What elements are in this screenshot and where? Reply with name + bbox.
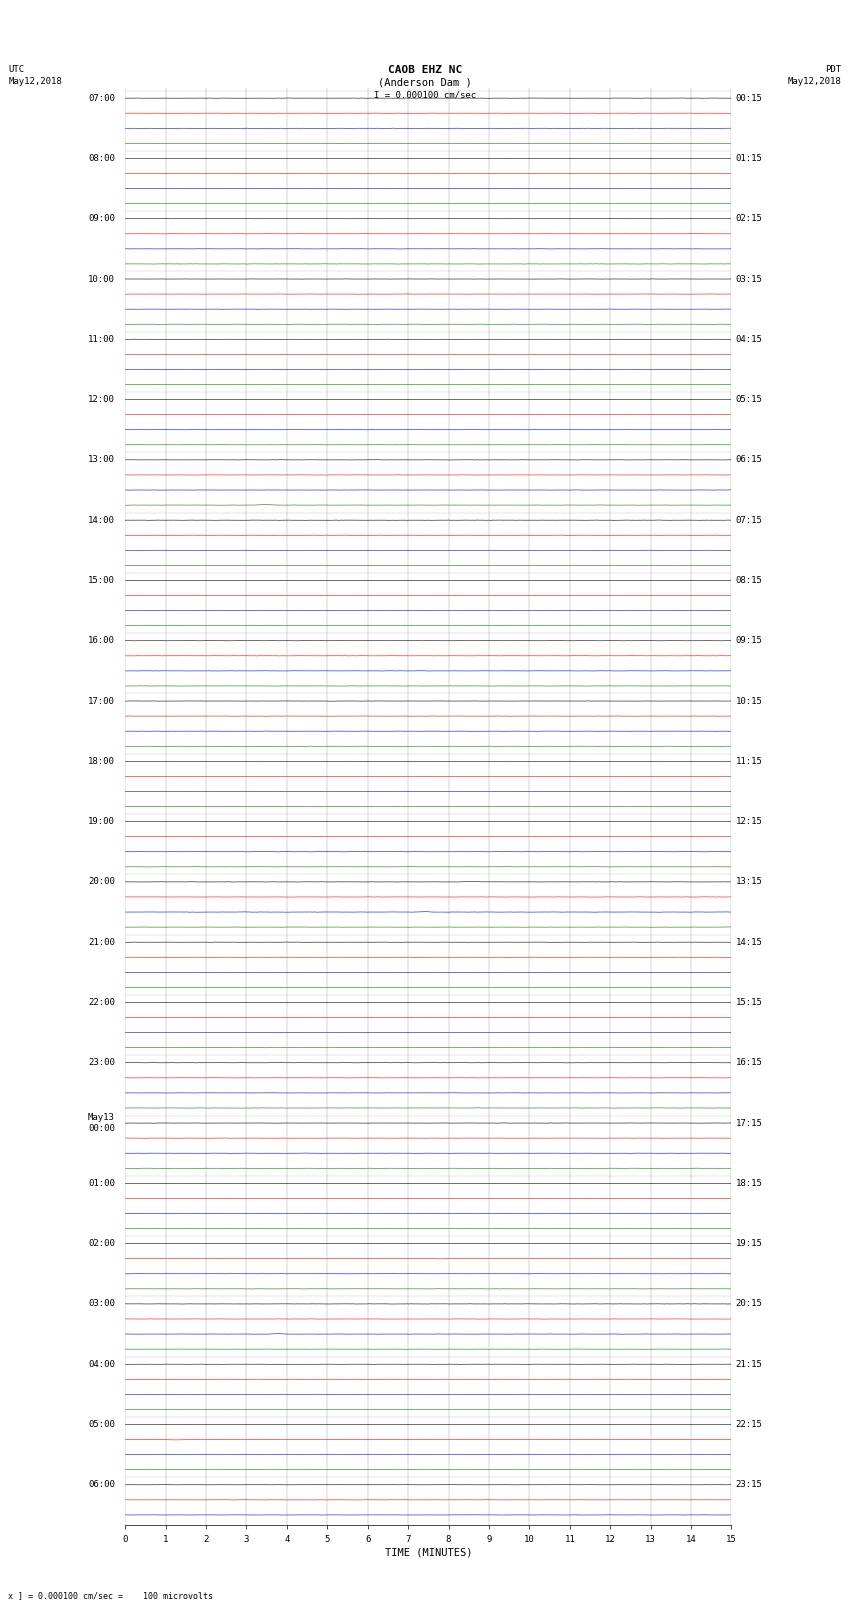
Text: 08:15: 08:15: [735, 576, 762, 586]
Text: 06:15: 06:15: [735, 455, 762, 465]
Text: May13
00:00: May13 00:00: [88, 1113, 115, 1132]
Text: 01:00: 01:00: [88, 1179, 115, 1187]
Text: 13:00: 13:00: [88, 455, 115, 465]
Text: 08:00: 08:00: [88, 153, 115, 163]
Text: 06:00: 06:00: [88, 1481, 115, 1489]
Text: x ] = 0.000100 cm/sec =    100 microvolts: x ] = 0.000100 cm/sec = 100 microvolts: [8, 1590, 213, 1600]
Text: 23:15: 23:15: [735, 1481, 762, 1489]
Text: 02:15: 02:15: [735, 215, 762, 223]
Text: 18:15: 18:15: [735, 1179, 762, 1187]
Text: 17:15: 17:15: [735, 1118, 762, 1127]
Text: 16:00: 16:00: [88, 636, 115, 645]
Text: 11:00: 11:00: [88, 336, 115, 344]
Text: 05:00: 05:00: [88, 1419, 115, 1429]
Text: 21:15: 21:15: [735, 1360, 762, 1369]
Text: 00:15: 00:15: [735, 94, 762, 103]
Text: May12,2018: May12,2018: [788, 77, 842, 87]
Text: 18:00: 18:00: [88, 756, 115, 766]
Text: 07:00: 07:00: [88, 94, 115, 103]
Text: 07:15: 07:15: [735, 516, 762, 524]
Text: 10:00: 10:00: [88, 274, 115, 284]
Text: May12,2018: May12,2018: [8, 77, 62, 87]
Text: 02:00: 02:00: [88, 1239, 115, 1248]
Text: PDT: PDT: [825, 65, 842, 74]
Text: 20:00: 20:00: [88, 877, 115, 887]
Text: 20:15: 20:15: [735, 1300, 762, 1308]
Text: 04:00: 04:00: [88, 1360, 115, 1369]
Text: 15:15: 15:15: [735, 998, 762, 1007]
Text: 14:00: 14:00: [88, 516, 115, 524]
Text: 23:00: 23:00: [88, 1058, 115, 1068]
Text: 11:15: 11:15: [735, 756, 762, 766]
Text: 10:15: 10:15: [735, 697, 762, 705]
Text: 14:15: 14:15: [735, 937, 762, 947]
Text: 15:00: 15:00: [88, 576, 115, 586]
Text: 12:00: 12:00: [88, 395, 115, 405]
Text: 03:15: 03:15: [735, 274, 762, 284]
Text: 12:15: 12:15: [735, 818, 762, 826]
Text: 13:15: 13:15: [735, 877, 762, 887]
Text: 03:00: 03:00: [88, 1300, 115, 1308]
Text: 16:15: 16:15: [735, 1058, 762, 1068]
Text: 22:15: 22:15: [735, 1419, 762, 1429]
Text: (Anderson Dam ): (Anderson Dam ): [378, 77, 472, 87]
Text: 19:00: 19:00: [88, 818, 115, 826]
Text: UTC: UTC: [8, 65, 25, 74]
Text: I = 0.000100 cm/sec: I = 0.000100 cm/sec: [374, 90, 476, 100]
X-axis label: TIME (MINUTES): TIME (MINUTES): [384, 1548, 472, 1558]
Text: 17:00: 17:00: [88, 697, 115, 705]
Text: 05:15: 05:15: [735, 395, 762, 405]
Text: CAOB EHZ NC: CAOB EHZ NC: [388, 65, 462, 74]
Text: 09:15: 09:15: [735, 636, 762, 645]
Text: 01:15: 01:15: [735, 153, 762, 163]
Text: 04:15: 04:15: [735, 336, 762, 344]
Text: 22:00: 22:00: [88, 998, 115, 1007]
Text: 09:00: 09:00: [88, 215, 115, 223]
Text: 19:15: 19:15: [735, 1239, 762, 1248]
Text: 21:00: 21:00: [88, 937, 115, 947]
